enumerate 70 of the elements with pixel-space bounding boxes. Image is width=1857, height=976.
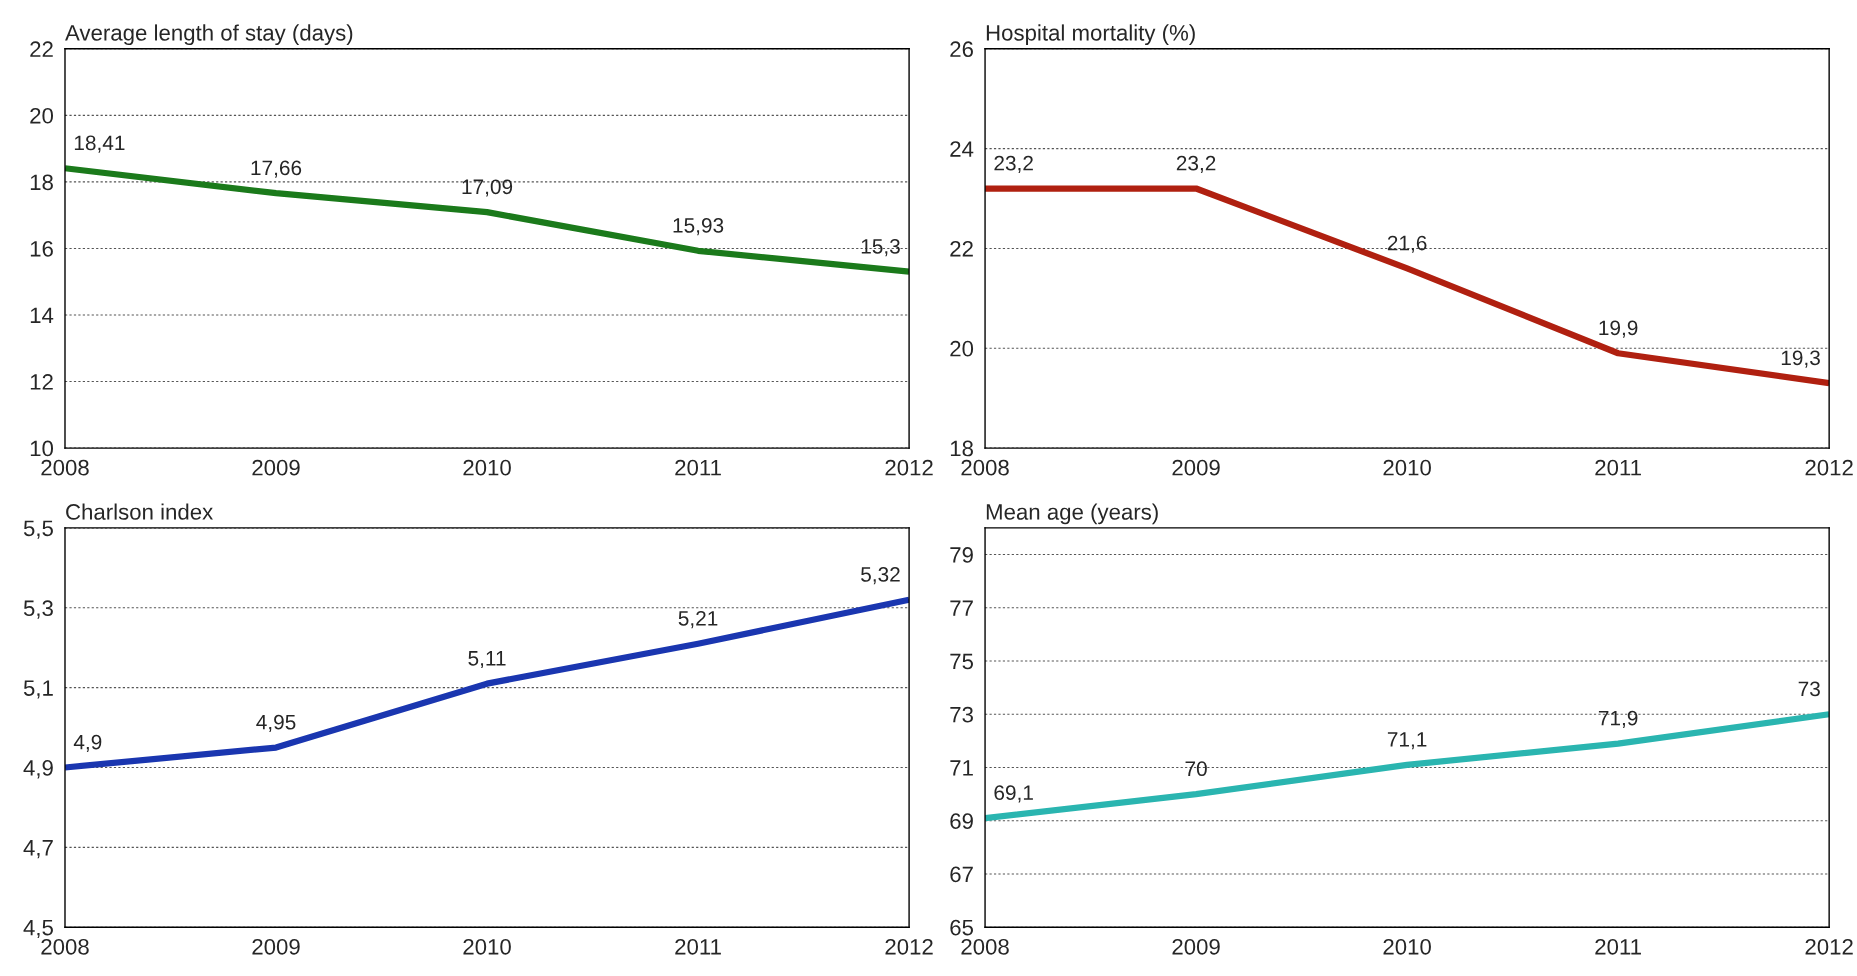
- y-tick-label: 4,5: [23, 919, 53, 939]
- y-tick-label: 10: [30, 440, 54, 457]
- data-label: 23,2: [1176, 155, 1216, 173]
- x-tick-label: 2010: [1383, 459, 1431, 476]
- data-label: 69,1: [994, 785, 1033, 803]
- data-label: 21,6: [1387, 235, 1427, 253]
- data-label: 4,95: [256, 714, 296, 732]
- y-tick-label: 18: [950, 440, 973, 457]
- data-label: 5,11: [468, 651, 506, 669]
- x-tick-label: 2011: [1595, 459, 1641, 476]
- x-tick-label: 2012: [1805, 459, 1853, 476]
- x-tick-label: 2012: [885, 938, 933, 955]
- data-label: 5,32: [861, 567, 900, 585]
- data-label: 17,66: [251, 160, 302, 178]
- data-label: 19,9: [1599, 320, 1638, 338]
- y-tick-label: 79: [950, 547, 973, 563]
- chart-title: Mean age (years): [986, 503, 1158, 525]
- y-tick-label: 73: [950, 706, 973, 723]
- y-tick-label: 71: [950, 760, 973, 776]
- y-tick-label: 24: [950, 141, 974, 157]
- chart-title: Charlson index: [66, 503, 213, 520]
- x-tick-label: 2008: [41, 938, 89, 955]
- y-tick-label: 75: [950, 653, 974, 670]
- data-label: 4,9: [73, 734, 102, 752]
- data-label: 19,3: [1781, 350, 1820, 368]
- y-tick-label: 77: [950, 600, 973, 616]
- chart-title: Average length of stay (days): [65, 24, 353, 46]
- x-tick-label: 2011: [675, 459, 721, 476]
- x-tick-label: 2010: [463, 938, 511, 955]
- y-tick-label: 5,5: [23, 520, 53, 539]
- data-label: 71,1: [1387, 732, 1427, 750]
- data-label: 70: [1185, 761, 1207, 777]
- x-tick-label: 2008: [961, 938, 1009, 955]
- x-tick-label: 2011: [1595, 938, 1641, 955]
- y-tick-label: 22: [30, 41, 53, 57]
- y-tick-label: 5,1: [23, 680, 53, 699]
- y-tick-label: 26: [950, 41, 973, 58]
- data-label: 18,41: [74, 135, 125, 153]
- data-label: 15,93: [673, 218, 724, 236]
- x-tick-label: 2009: [1172, 938, 1220, 955]
- data-label: 73: [1798, 681, 1820, 697]
- y-tick-label: 4,7: [23, 840, 53, 859]
- x-tick-label: 2010: [1383, 938, 1431, 955]
- x-tick-label: 2008: [961, 459, 1009, 476]
- x-tick-label: 2008: [41, 459, 89, 476]
- x-tick-label: 2012: [1805, 938, 1853, 955]
- data-label: 17,09: [462, 179, 513, 197]
- y-tick-label: 5,3: [23, 600, 53, 619]
- y-tick-label: 67: [950, 866, 973, 883]
- data-label: 5,21: [678, 610, 718, 629]
- y-tick-label: 18: [30, 174, 53, 191]
- data-label: 71,9: [1598, 710, 1638, 728]
- y-tick-label: 69: [950, 813, 973, 829]
- x-tick-label: 2010: [463, 459, 511, 476]
- y-tick-label: 12: [30, 374, 53, 390]
- y-tick-label: 65: [950, 919, 974, 936]
- data-label: 15,3: [861, 238, 900, 257]
- y-tick-label: 16: [30, 240, 53, 257]
- y-tick-label: 4,9: [23, 760, 53, 779]
- x-tick-label: 2012: [885, 459, 933, 476]
- x-tick-label: 2011: [675, 938, 721, 955]
- chart-title: Hospital mortality (%): [986, 24, 1195, 46]
- y-tick-label: 22: [950, 240, 973, 257]
- y-tick-label: 20: [30, 107, 54, 124]
- x-tick-label: 2009: [1172, 459, 1220, 476]
- data-label: 23,2: [994, 155, 1033, 173]
- y-tick-label: 14: [30, 307, 54, 324]
- x-tick-label: 2009: [252, 459, 300, 476]
- x-tick-label: 2009: [252, 938, 300, 955]
- y-tick-label: 20: [950, 340, 974, 357]
